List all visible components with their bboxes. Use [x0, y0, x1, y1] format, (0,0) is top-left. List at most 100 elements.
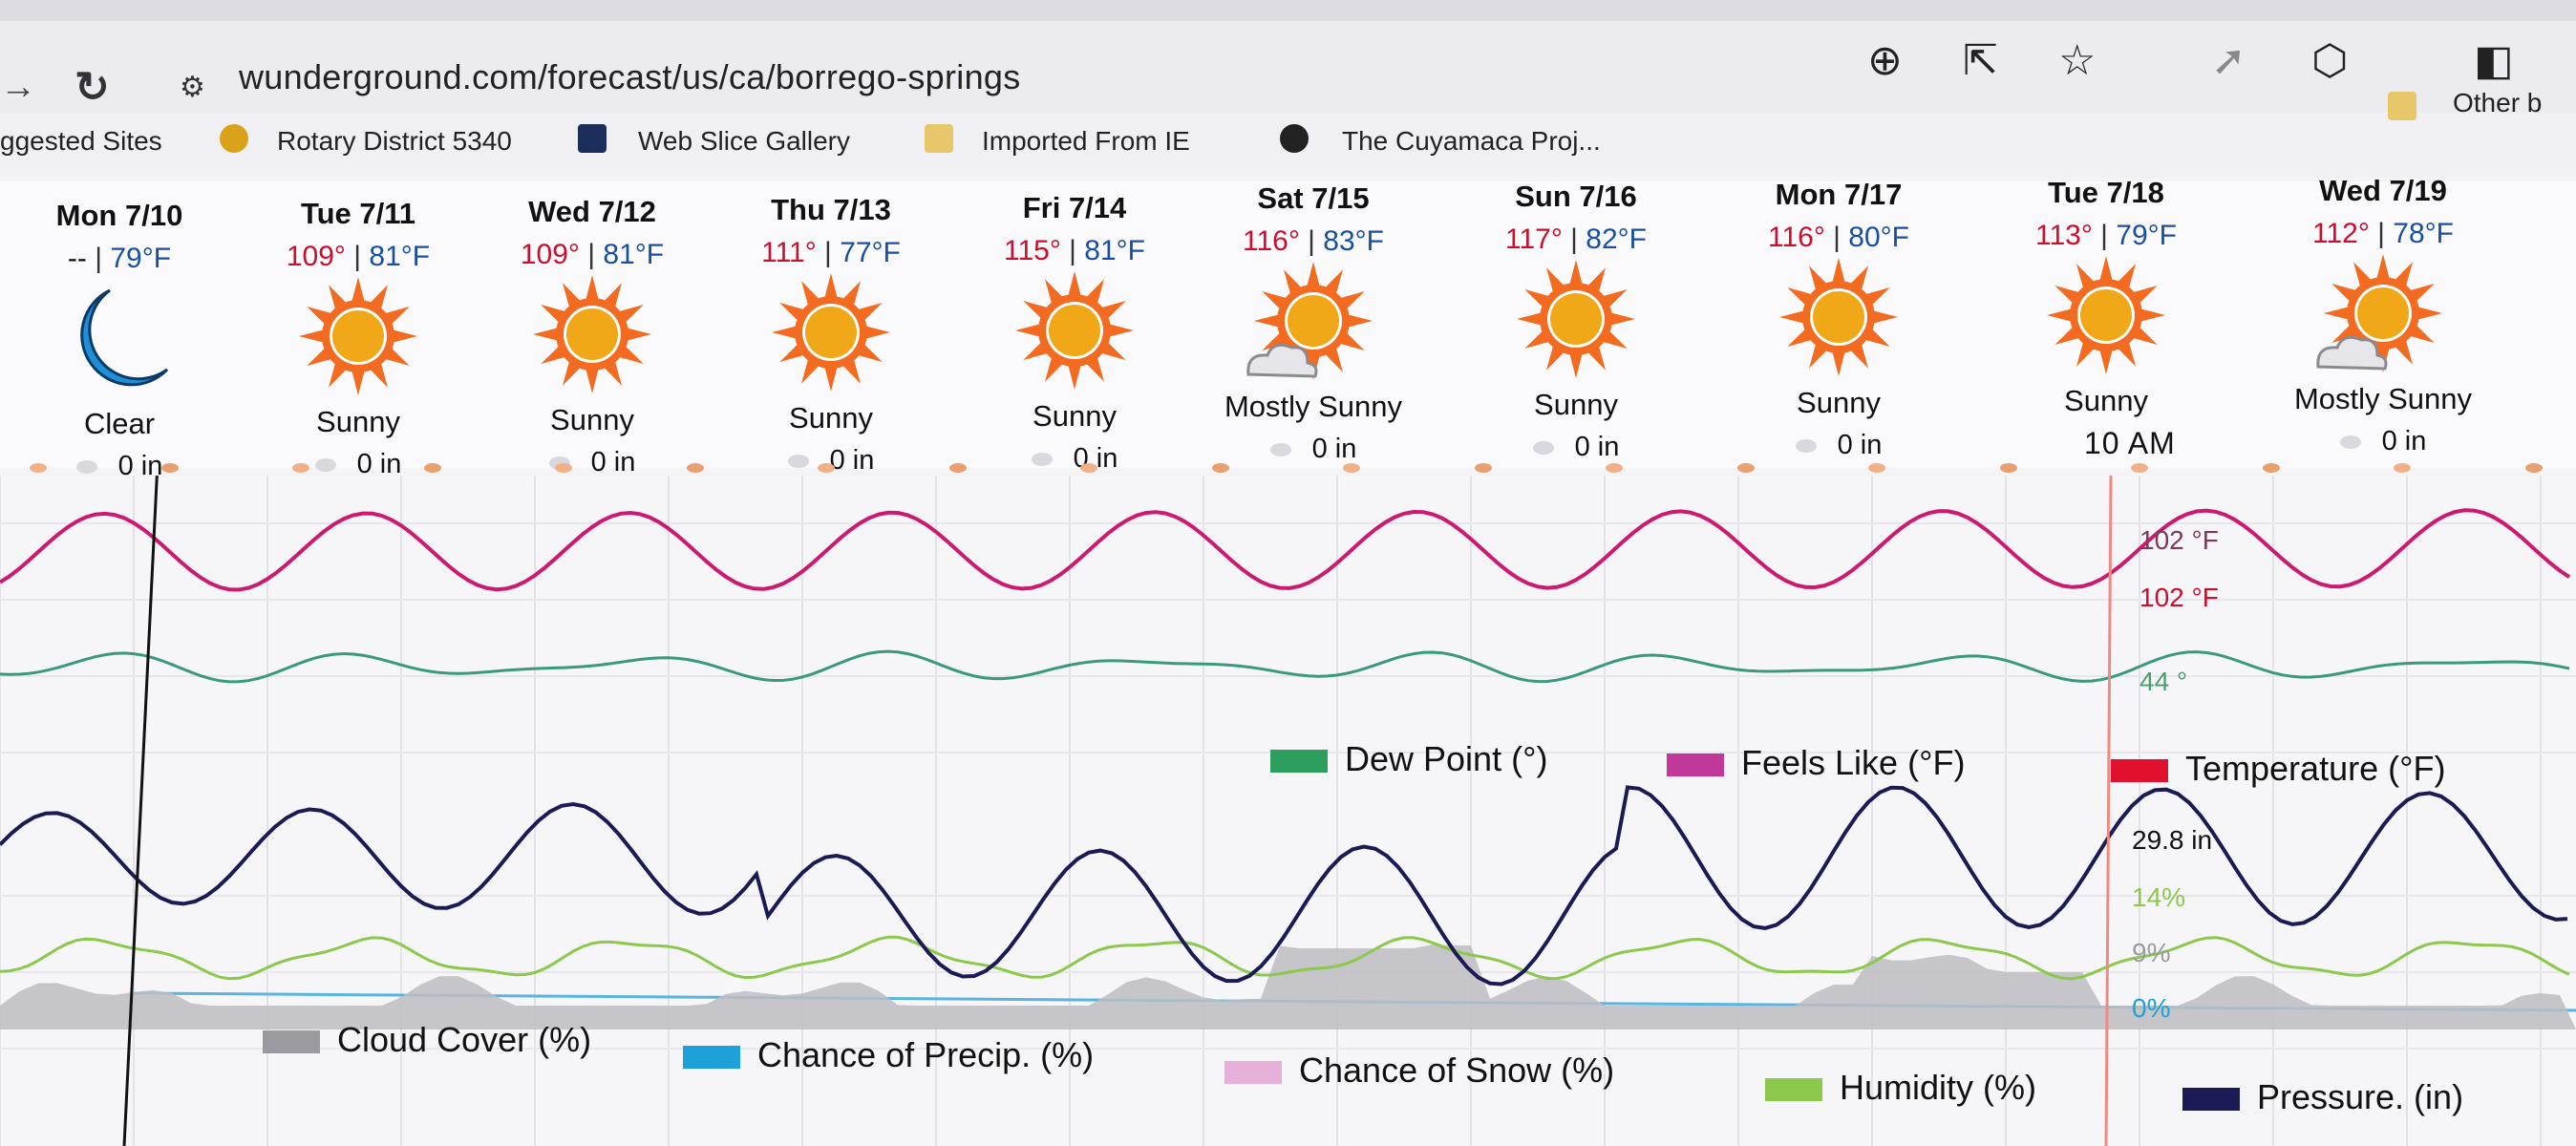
low-temp: 83°F [1323, 225, 1384, 257]
high-temp: 111° [761, 237, 817, 268]
condition-label: Sunny [1797, 386, 1881, 419]
reload-icon[interactable]: ↻ [75, 64, 110, 111]
temp-separator: | [2092, 220, 2117, 251]
high-temp: 117° [1505, 223, 1563, 255]
sunrise-marker [1868, 463, 1885, 473]
precip-value: 0 in [590, 447, 636, 478]
feels-like-readout: 102 °F [2140, 583, 2219, 612]
bookmark-cuyamaca[interactable]: The Cuyamaca Proj... [1342, 126, 1601, 156]
sunset-marker [161, 463, 179, 473]
pressure-readout: 29.8 in [2132, 825, 2213, 855]
site-info-icon[interactable]: ⚙ [180, 72, 205, 103]
precip-amount: 0 in [239, 449, 478, 480]
now-marker-line [122, 476, 159, 1146]
temp-separator: | [579, 239, 604, 270]
sunrise-marker [292, 463, 309, 473]
day-temps: 112° | 78°F [2264, 218, 2502, 250]
sidebar-toggle-icon[interactable]: ◧ [2474, 37, 2514, 84]
bookmark-suggested-sites[interactable]: ggested Sites [0, 126, 162, 156]
legend-pressure[interactable]: Pressure. (in) [2182, 1077, 2463, 1117]
web-slice-icon [578, 124, 607, 153]
sunrise-marker [1606, 463, 1623, 473]
forecast-day[interactable]: Tue 7/18 113° | 79°F Sunny [1987, 166, 2225, 418]
condition-label: Clear [83, 407, 156, 440]
pressure-swatch [2182, 1088, 2240, 1112]
forecast-day[interactable]: Tue 7/11 109° | 81°F Sunny 0 in [239, 187, 478, 480]
extensions-puzzle-icon[interactable]: ⬡ [2311, 37, 2349, 84]
hourly-graph[interactable] [0, 476, 2576, 1146]
raindrop-icon [1031, 453, 1053, 467]
condition-label: Sunny [789, 401, 873, 435]
humidity-swatch [1765, 1078, 1822, 1102]
precip-value: 0 in [1837, 430, 1883, 460]
cursor-time-label: 10 AM [2084, 426, 2176, 460]
bookmark-imported-ie[interactable]: Imported From IE [982, 126, 1190, 156]
sunrise-marker [818, 463, 835, 473]
address-bar-url[interactable]: wunderground.com/forecast/us/ca/borrego-… [239, 57, 1021, 96]
legend-dew-point[interactable]: Dew Point (°) [1270, 739, 1547, 779]
legend-precip[interactable]: Chance of Precip. (%) [683, 1035, 1094, 1075]
share-icon[interactable]: ⇱ [1963, 37, 1998, 84]
forecast-day[interactable]: Mon 7/10 -- | 79°F Clear 0 in [0, 189, 239, 482]
temp-separator: | [1824, 222, 1849, 253]
sunset-marker [2000, 463, 2017, 473]
high-temp: 112° [2312, 218, 2370, 249]
dew-point-readout: 44 ° [2140, 667, 2188, 696]
back-arrow-icon[interactable]: → [0, 67, 36, 107]
day-temps: 116° | 80°F [1719, 222, 1958, 254]
bookmark-web-slice[interactable]: Web Slice Gallery [638, 126, 851, 156]
browser-toolbar: → ↻ ⚙ wunderground.com/forecast/us/ca/bo… [0, 21, 2576, 126]
forecast-day[interactable]: Thu 7/13 111° | 77°F Sunny 0 in [712, 183, 950, 477]
extension-cursor-icon[interactable]: ➚ [2211, 37, 2246, 84]
sunrise-marker [30, 463, 47, 473]
forecast-day[interactable]: Mon 7/17 116° | 80°F Sunny 0 in [1719, 168, 1958, 461]
raindrop-icon [787, 455, 809, 469]
cloud-cover-readout: 9% [2132, 938, 2171, 967]
legend-precip-label: Chance of Precip. (%) [757, 1035, 1095, 1074]
precip-amount: 0 in [1194, 434, 1433, 465]
condition-label: Sunny [1033, 399, 1117, 433]
legend-cloud-cover-label: Cloud Cover (%) [337, 1020, 592, 1059]
sunset-marker [687, 463, 704, 473]
zoom-icon[interactable]: ⊕ [1867, 37, 1903, 84]
low-temp: 81°F [1084, 235, 1145, 266]
bookmark-other[interactable]: Other b [2453, 88, 2543, 117]
raindrop-icon [1532, 441, 1554, 456]
forecast-day[interactable]: Fri 7/14 115° | 81°F Sunny 0 in [955, 181, 1194, 475]
legend-cloud-cover[interactable]: Cloud Cover (%) [263, 1020, 591, 1060]
day-label: Fri 7/14 [1022, 191, 1127, 224]
forecast-day[interactable]: Sun 7/16 117° | 82°F Sunny 0 in [1457, 170, 1695, 463]
temperature-swatch [2111, 759, 2168, 783]
temp-separator: | [2369, 218, 2394, 249]
precip-amount: 0 in [1719, 430, 1958, 461]
day-label: Tue 7/18 [2048, 176, 2164, 209]
precip-value: 0 in [829, 445, 875, 476]
other-bookmarks-folder-icon [2388, 92, 2416, 120]
sun-cloud-icon [1246, 262, 1373, 380]
legend-feels-like[interactable]: Feels Like (°F) [1667, 743, 1965, 783]
forecast-day[interactable]: Sat 7/15 116° | 83°F Mostly Sunny 0 in [1194, 172, 1433, 465]
low-temp: 79°F [110, 243, 172, 274]
raindrop-icon [1269, 443, 1291, 457]
legend-temperature[interactable]: Temperature (°F) [2111, 749, 2445, 789]
condition-label: Sunny [550, 403, 634, 436]
forecast-day[interactable]: Wed 7/12 109° | 81°F Sunny 0 in [473, 185, 712, 478]
forecast-day[interactable]: Wed 7/19 112° | 78°F Mostly Sunny 0 in [2264, 164, 2502, 457]
day-label: Mon 7/17 [1775, 178, 1903, 211]
day-label: Sun 7/16 [1515, 180, 1637, 213]
dew-point-line [0, 649, 2570, 684]
bookmark-rotary[interactable]: Rotary District 5340 [277, 126, 512, 156]
sun-cloud-icon [2316, 254, 2442, 372]
legend-humidity[interactable]: Humidity (%) [1765, 1068, 2036, 1108]
raindrop-icon [75, 460, 97, 475]
raindrop-icon [314, 458, 336, 473]
favorite-star-icon[interactable]: ☆ [2058, 37, 2097, 84]
graph-canvas [0, 476, 2576, 1146]
day-label: Wed 7/19 [2319, 174, 2447, 207]
legend-snow[interactable]: Chance of Snow (%) [1224, 1050, 1614, 1091]
humidity-readout: 14% [2132, 882, 2186, 912]
rotary-logo-icon [220, 124, 248, 153]
day-label: Tue 7/11 [300, 197, 416, 230]
precip-swatch [683, 1046, 740, 1070]
condition-label: Mostly Sunny [2293, 382, 2473, 415]
